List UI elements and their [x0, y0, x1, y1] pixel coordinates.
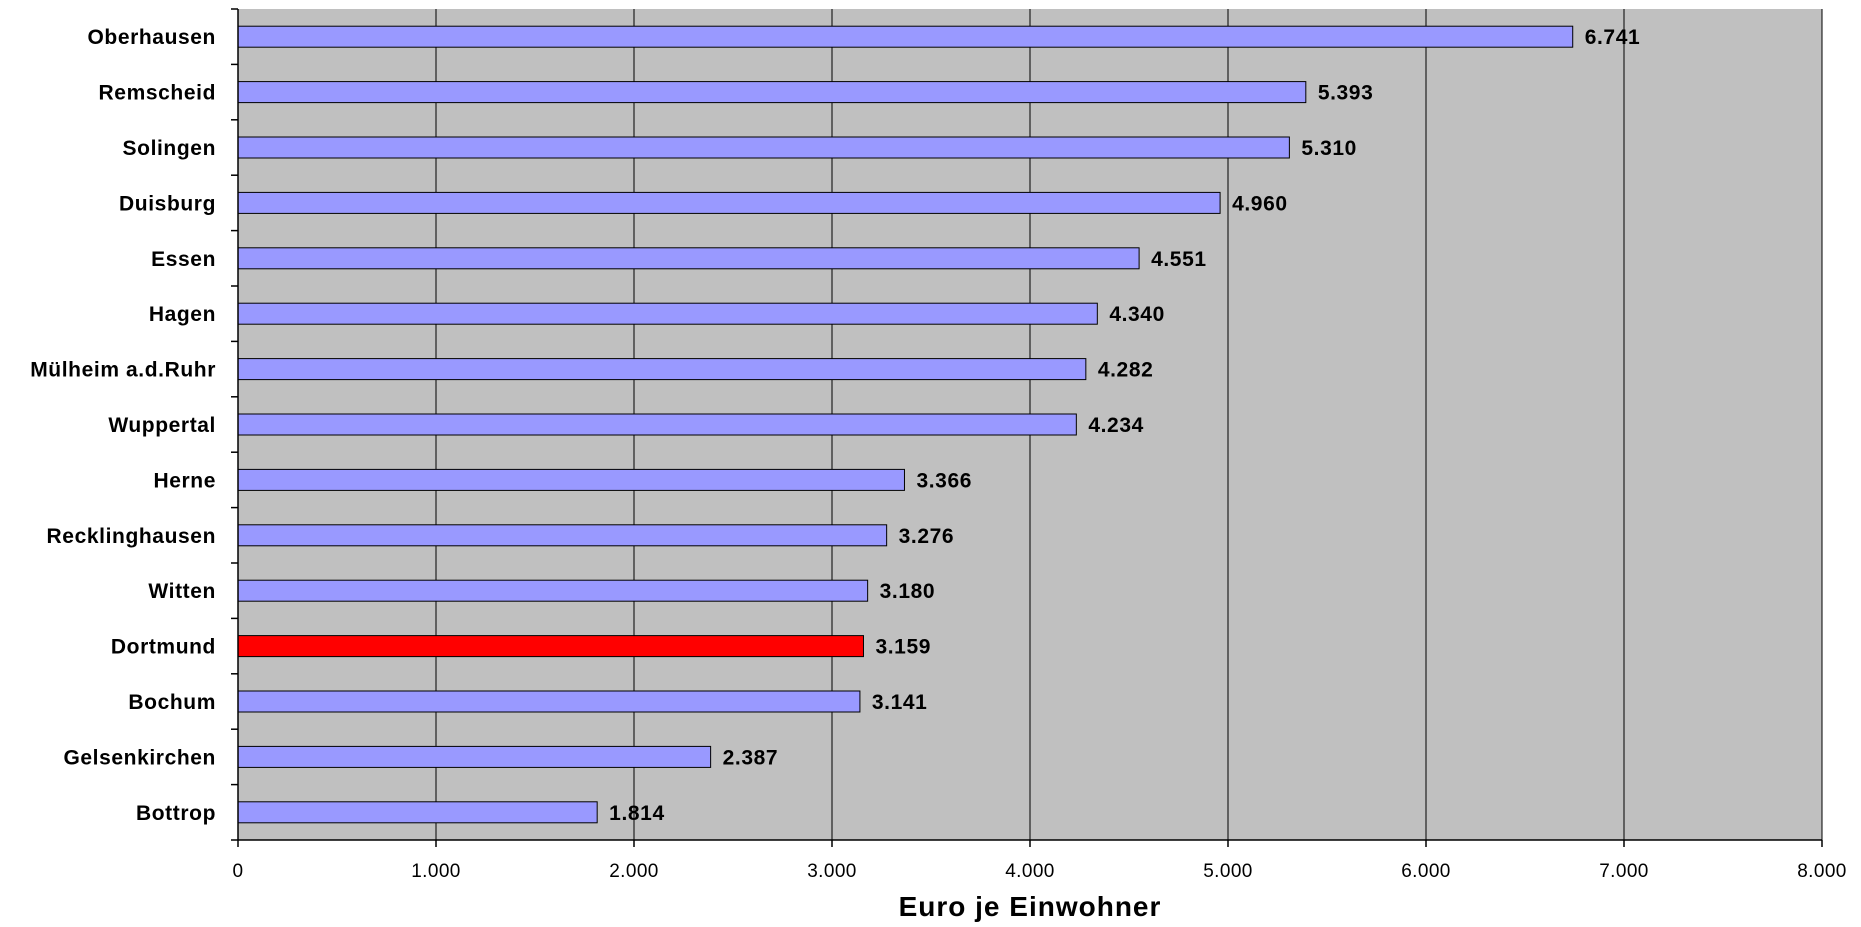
bar: [237, 801, 598, 824]
value-label: 6.741: [1585, 26, 1641, 49]
bar: [237, 81, 1307, 104]
category-label: Wuppertal: [108, 414, 216, 437]
value-label: 3.141: [872, 691, 928, 714]
bar: [237, 358, 1087, 381]
value-labels: 6.741 5.393 5.310 4.960 4.551 4.340 4.282 4.234…: [609, 26, 1640, 825]
category-label: Bottrop: [136, 802, 216, 825]
category-label: Dortmund: [111, 636, 216, 659]
bar: [237, 690, 861, 713]
value-label: 5.310: [1301, 137, 1357, 160]
category-label: Essen: [151, 248, 216, 271]
category-label: Herne: [153, 469, 216, 492]
value-label: 4.282: [1098, 359, 1154, 382]
category-label: Oberhausen: [87, 26, 216, 49]
bar: [237, 25, 1574, 48]
value-label: 3.366: [916, 469, 972, 492]
value-label: 5.393: [1318, 82, 1374, 105]
x-tick-label: 5.000: [1203, 861, 1253, 882]
x-tick-label: 3.000: [807, 861, 857, 882]
value-label: 3.180: [880, 580, 936, 603]
x-tick-labels: 0 1.000 2.000 3.000 4.000 5.000 6.000 7.000 8.00…: [233, 861, 1847, 882]
bar: [237, 468, 905, 491]
bar-highlight: [237, 635, 864, 658]
category-label: Recklinghausen: [47, 525, 216, 548]
bar: [237, 302, 1098, 325]
category-label: Remscheid: [99, 82, 216, 105]
x-axis-title: Euro je Einwohner: [899, 891, 1162, 922]
bar: [237, 524, 888, 547]
bar: [237, 247, 1140, 270]
category-label: Solingen: [123, 137, 216, 160]
x-tick-label: 6.000: [1401, 861, 1451, 882]
category-label: Duisburg: [119, 192, 216, 215]
bar: [237, 413, 1077, 436]
x-tick-label: 2.000: [609, 861, 659, 882]
value-label: 2.387: [723, 746, 779, 769]
category-labels: Oberhausen Remscheid Solingen Duisburg Essen…: [30, 26, 216, 825]
bar: [237, 191, 1221, 214]
value-label: 4.340: [1109, 303, 1165, 326]
value-label: 4.551: [1151, 248, 1207, 271]
value-label: 1.814: [609, 802, 665, 825]
x-tick-label: 4.000: [1005, 861, 1055, 882]
category-label: Bochum: [128, 691, 216, 714]
value-label: 3.276: [899, 525, 955, 548]
bar: [237, 136, 1290, 159]
value-label: 4.234: [1088, 414, 1144, 437]
category-label: Gelsenkirchen: [63, 746, 216, 769]
bar: [237, 579, 869, 602]
x-tick-label: 1.000: [411, 861, 461, 882]
x-tick-label: 0: [233, 861, 244, 882]
axes: [231, 8, 1823, 847]
category-label: Witten: [148, 580, 216, 603]
value-label: 3.159: [875, 636, 931, 659]
category-label: Mülheim a.d.Ruhr: [30, 359, 216, 382]
bar: [237, 745, 712, 768]
value-label: 4.960: [1232, 192, 1288, 215]
x-tick-label: 7.000: [1599, 861, 1649, 882]
bars: [237, 25, 1574, 824]
category-label: Hagen: [149, 303, 216, 326]
x-tick-label: 8.000: [1797, 861, 1847, 882]
